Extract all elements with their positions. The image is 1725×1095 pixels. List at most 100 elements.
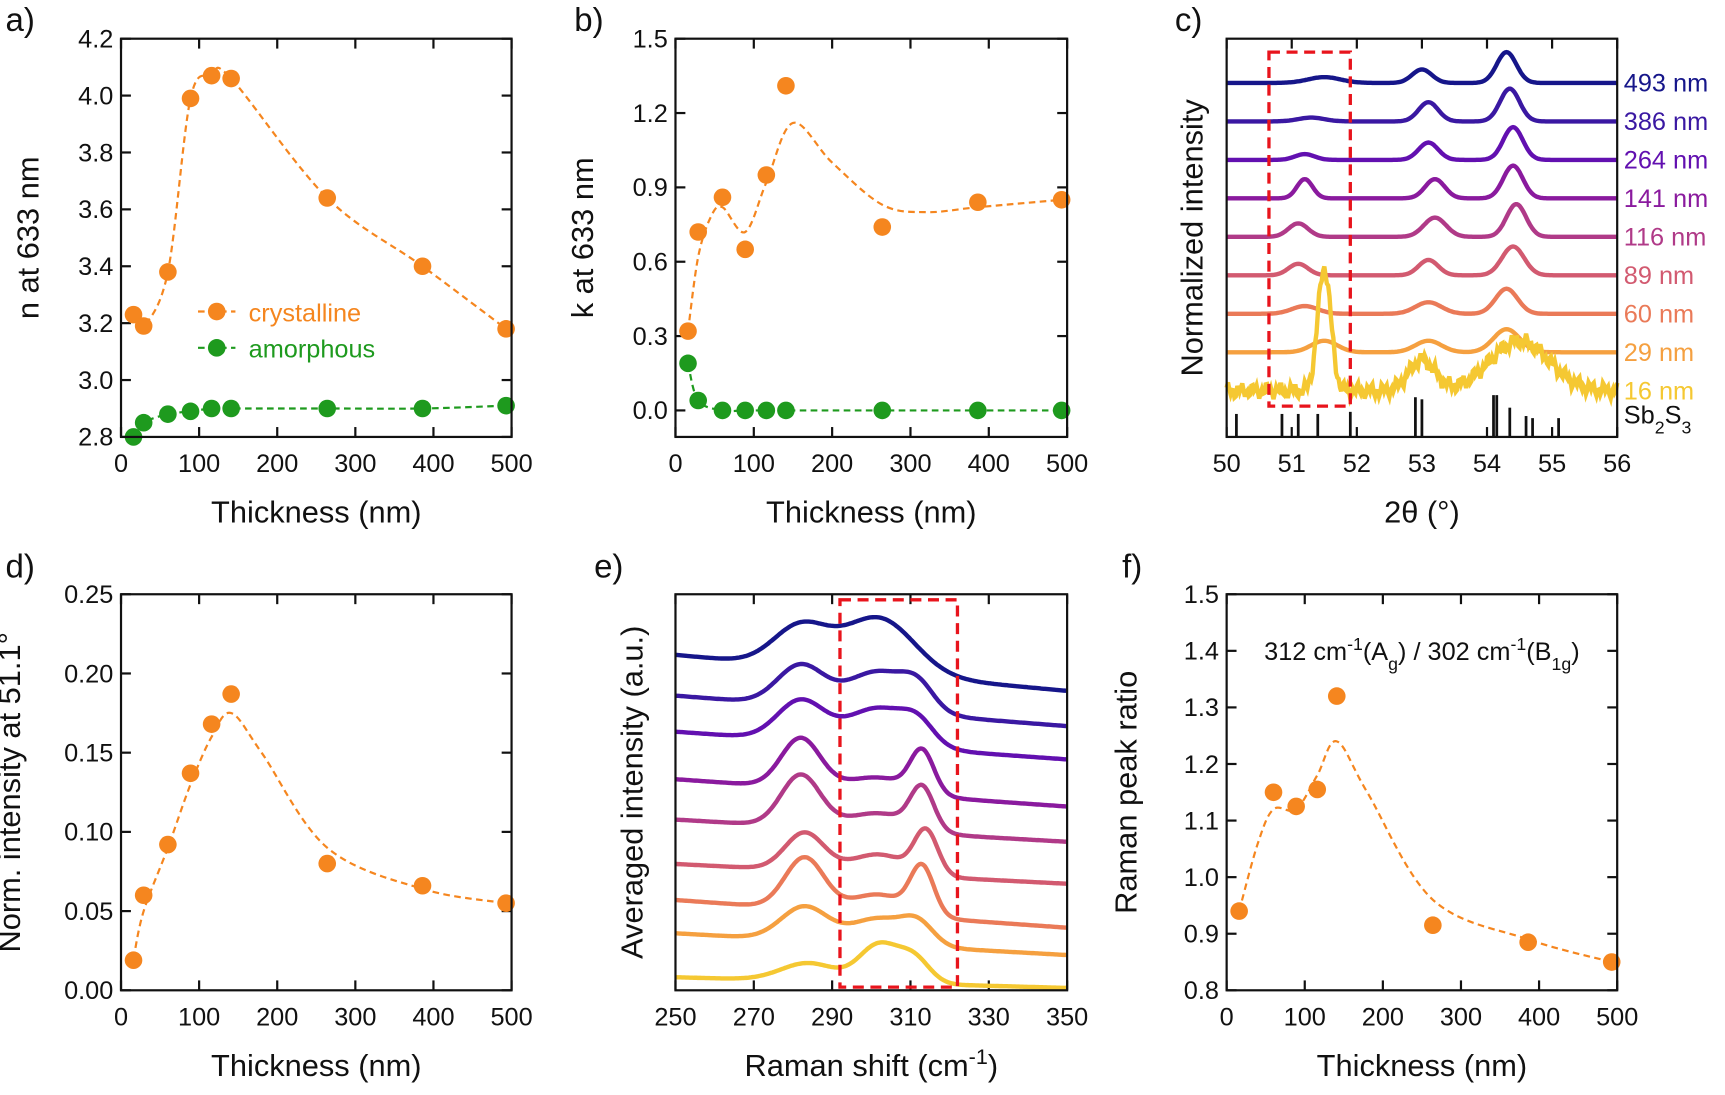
data-point xyxy=(679,354,697,373)
data-point xyxy=(1287,797,1305,816)
highlight-box xyxy=(1267,50,1352,408)
x-tick-label: 500 xyxy=(490,450,532,478)
data-point xyxy=(689,223,707,241)
data-point xyxy=(873,401,892,420)
x-tick-label: 0 xyxy=(1220,1004,1234,1032)
x-tick-label: 51 xyxy=(1278,450,1306,478)
y-tick-label: 0.05 xyxy=(64,898,113,926)
fit-line xyxy=(132,711,507,959)
panel-label: b) xyxy=(574,1,603,38)
chart-panel-e: e) 250 270 290 310 330 350 Raman shift (cm-1) Av… xyxy=(594,548,1088,1083)
y-tick-label: 1.3 xyxy=(1184,694,1219,722)
x-tick-label: 400 xyxy=(1518,1004,1560,1032)
plot-frame xyxy=(1225,37,1619,439)
x-tick-label: 100 xyxy=(1284,1004,1326,1032)
x-tick-label: 300 xyxy=(334,1004,376,1032)
data-point xyxy=(222,399,240,418)
data-point xyxy=(159,405,177,423)
data-point xyxy=(1519,933,1537,952)
y-tick-label: 3.4 xyxy=(78,253,113,281)
data-point xyxy=(318,854,337,873)
x-axis-label: 2θ (°) xyxy=(1384,495,1460,530)
data-point xyxy=(777,76,795,95)
y-tick-label: 3.2 xyxy=(78,310,113,338)
spectrum-trace xyxy=(675,697,1068,762)
data-point xyxy=(202,715,221,733)
plot-frame xyxy=(119,593,513,992)
y-tick-label: 4.2 xyxy=(78,25,113,53)
x-tick-label: 290 xyxy=(811,1004,853,1032)
spectrum-trace xyxy=(675,826,1068,887)
x-tick-label: 350 xyxy=(1046,1004,1088,1032)
data-point xyxy=(969,401,987,420)
y-tick-label: 0.9 xyxy=(1184,921,1219,949)
panel-label: a) xyxy=(6,1,35,38)
plot-frame xyxy=(1225,593,1619,992)
data-point xyxy=(689,391,707,410)
y-tick-label: 0.10 xyxy=(64,819,113,847)
data-point xyxy=(181,402,200,421)
annotation: 312 cm-1(Ag) / 302 cm-1(B1g) xyxy=(1264,634,1580,674)
x-tick-label: 300 xyxy=(1440,1004,1482,1032)
spectrum-trace xyxy=(1226,286,1618,317)
y-tick-label: 3.0 xyxy=(78,367,113,395)
spectrum-trace xyxy=(1226,124,1618,163)
y-axis-label: Normalized intensity xyxy=(1174,99,1209,377)
x-tick-label: 55 xyxy=(1538,450,1566,478)
trace-label: 29 nm xyxy=(1624,339,1694,367)
spectrum-trace xyxy=(675,940,1068,991)
y-tick-label: 1.2 xyxy=(1184,751,1219,779)
x-tick-label: 54 xyxy=(1473,450,1501,478)
trace-label: 493 nm xyxy=(1624,70,1708,98)
data-point xyxy=(124,305,143,324)
data-point xyxy=(413,257,432,276)
data-point xyxy=(222,69,240,88)
x-tick-label: 400 xyxy=(968,450,1010,478)
spectrum-trace xyxy=(1226,327,1618,355)
y-tick-label: 1.1 xyxy=(1184,807,1219,835)
y-tick-label: 0.9 xyxy=(633,174,668,202)
x-tick-label: 300 xyxy=(889,450,931,478)
spectrum-trace xyxy=(1226,86,1618,124)
data-point xyxy=(713,401,732,420)
plot-frame xyxy=(674,37,1069,439)
panel-label: c) xyxy=(1175,1,1202,38)
y-tick-label: 2.8 xyxy=(78,424,113,452)
trace-label: 264 nm xyxy=(1624,147,1708,175)
data-point xyxy=(134,317,153,335)
data-point xyxy=(318,399,337,418)
y-tick-label: 0.20 xyxy=(64,660,113,688)
trace-label: 141 nm xyxy=(1624,185,1708,213)
data-point xyxy=(181,764,200,783)
y-axis-label: n at 633 nm xyxy=(11,156,46,319)
x-axis-label: Thickness (nm) xyxy=(211,1048,421,1083)
data-point xyxy=(1264,783,1283,802)
data-point xyxy=(969,193,987,212)
y-tick-label: 1.2 xyxy=(633,100,668,128)
plot-frame xyxy=(674,593,1069,992)
chart-panel-d: d) 0 100 200 300 400 500 0.00 0.05 0.10 0.15 0.20 0.… xyxy=(0,548,533,1083)
y-tick-label: 3.8 xyxy=(78,139,113,167)
data-point xyxy=(202,66,221,85)
x-tick-label: 330 xyxy=(968,1004,1010,1032)
x-tick-label: 500 xyxy=(490,1004,532,1032)
data-point xyxy=(679,322,697,340)
data-point xyxy=(736,401,754,420)
y-axis-label: Averaged intensity (a.u.) xyxy=(614,626,649,959)
spectrum-trace xyxy=(675,614,1068,694)
data-point xyxy=(134,886,153,905)
legend-entry: amorphous xyxy=(249,336,376,364)
y-axis-label: Raman peak ratio xyxy=(1108,671,1143,914)
y-tick-label: 1.0 xyxy=(1184,864,1219,892)
spectrum-trace xyxy=(675,735,1068,809)
data-point xyxy=(318,189,337,207)
data-point xyxy=(736,240,754,259)
x-axis-label: Thickness (nm) xyxy=(1317,1048,1527,1083)
x-tick-label: 200 xyxy=(256,1004,298,1032)
data-point xyxy=(134,413,153,432)
x-tick-label: 200 xyxy=(1362,1004,1404,1032)
y-tick-label: 1.4 xyxy=(1184,638,1219,666)
trace-label: 60 nm xyxy=(1624,301,1694,329)
y-tick-label: 0.25 xyxy=(64,581,113,609)
